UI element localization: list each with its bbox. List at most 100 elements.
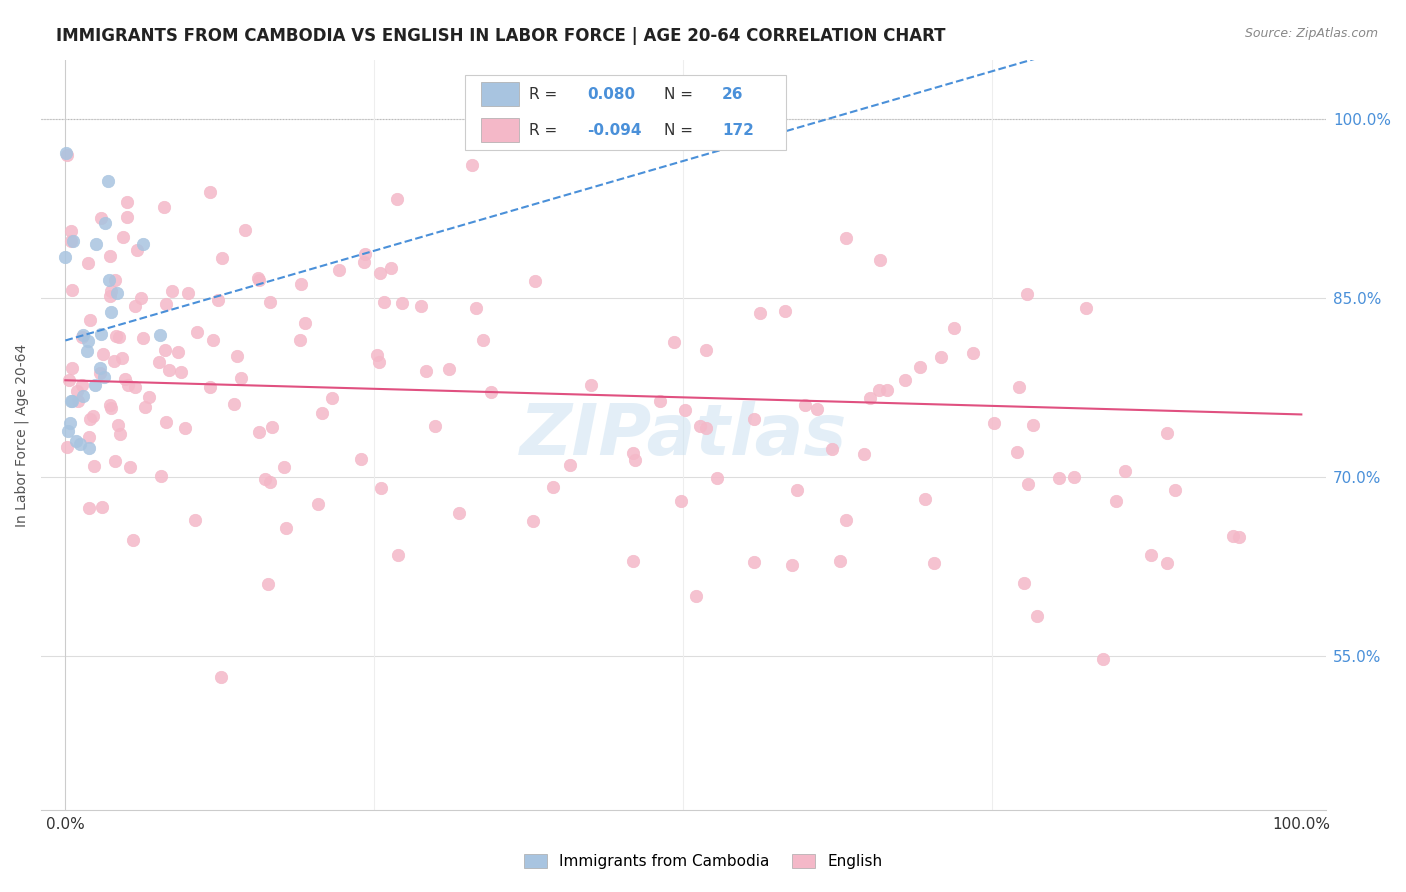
Point [437,361,460,376]
Point [1105,494,1128,508]
Point [62,234,84,248]
Point [107,329,129,343]
Point [449,506,471,520]
Point [65,434,87,448]
Point [1025,609,1047,624]
Point [66,384,89,399]
Point [90,327,112,342]
Point [138,390,160,404]
Point [387,548,409,562]
Text: ZIPatlas: ZIPatlas [520,401,846,469]
Point [415,364,437,378]
Point [115,210,138,224]
Point [748,306,770,320]
Point [786,483,808,497]
Point [321,391,343,405]
Point [662,335,685,350]
Point [72,389,94,403]
Point [354,247,377,261]
Point [149,328,172,343]
Point [89,361,111,376]
Point [254,473,277,487]
Point [461,158,484,172]
Point [79,313,101,327]
Point [100,285,122,299]
Point [103,353,125,368]
Point [391,296,413,310]
Point [60,394,83,409]
Point [465,301,488,315]
Point [1017,476,1039,491]
Point [184,513,207,527]
Point [56,147,79,161]
Point [273,459,295,474]
Point [695,343,717,357]
Point [129,291,152,305]
Point [90,211,112,225]
Point [157,363,180,377]
Point [259,475,281,490]
Point [924,557,946,571]
Point [104,454,127,468]
Point [1164,483,1187,498]
Point [695,421,717,435]
Point [247,272,270,286]
Point [1007,444,1029,458]
Point [368,354,391,368]
Point [150,469,173,483]
Point [869,253,891,268]
Point [868,383,890,397]
Point [1227,530,1250,544]
Point [471,333,494,347]
Point [86,237,108,252]
Point [409,299,432,313]
Point [153,343,176,358]
Point [72,327,94,342]
Point [224,397,246,411]
Point [307,497,329,511]
Point [1074,301,1097,316]
Point [77,430,100,444]
Point [623,446,645,460]
Point [114,372,136,386]
Point [211,251,233,265]
Point [110,426,132,441]
Point [780,558,803,572]
Point [124,299,146,313]
Point [543,480,565,494]
Legend: Immigrants from Cambodia, English: Immigrants from Cambodia, English [517,848,889,875]
Point [294,316,316,330]
Point [98,273,121,287]
Point [131,237,153,252]
Point [366,348,388,362]
Point [744,412,766,426]
Point [353,254,375,268]
Y-axis label: In Labor Force | Age 20-64: In Labor Force | Age 20-64 [15,343,30,526]
Point [259,295,281,310]
Point [97,174,120,188]
Point [111,351,134,365]
Point [59,417,82,431]
Point [1008,380,1031,394]
Point [673,403,696,417]
Point [198,185,221,199]
Point [83,458,105,473]
Point [170,365,193,379]
Point [82,409,104,423]
Point [148,355,170,369]
Point [689,418,711,433]
Point [806,402,828,417]
Point [155,415,177,429]
Point [834,513,856,527]
Point [821,442,844,457]
Point [742,555,765,569]
Point [69,437,91,451]
Text: Source: ZipAtlas.com: Source: ZipAtlas.com [1244,27,1378,40]
Point [60,234,83,248]
Point [1091,652,1114,666]
Point [669,494,692,508]
Point [290,277,312,291]
Point [648,394,671,409]
Point [1012,576,1035,591]
Point [112,230,135,244]
